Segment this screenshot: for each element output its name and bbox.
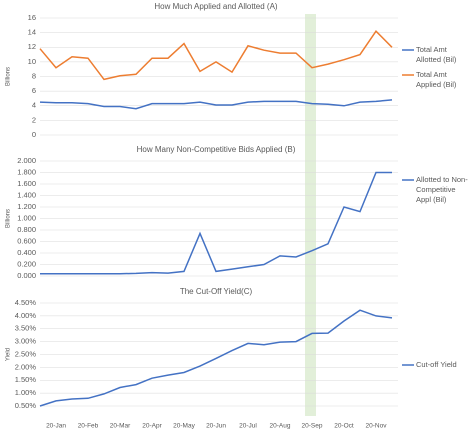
y-tick-label: 0.800 — [17, 225, 36, 234]
y-tick-label: 14 — [28, 28, 36, 37]
x-tick-label: 20-Aug — [270, 423, 291, 430]
y-axis-title: Billions — [6, 67, 12, 86]
y-tick-label: 6 — [32, 86, 36, 95]
y-tick-label: 16 — [28, 13, 36, 22]
y-tick-label: 1.800 — [17, 167, 36, 176]
y-tick-label: 4.00% — [15, 311, 37, 320]
y-tick-label: 1.50% — [15, 375, 37, 384]
y-tick-label: 0.50% — [15, 401, 37, 410]
y-tick-label: 0 — [32, 130, 36, 139]
y-tick-label: 1.000 — [17, 213, 36, 222]
y-tick-label: 1.00% — [15, 388, 37, 397]
y-axis-title: Billions — [6, 209, 12, 228]
y-tick-label: 0.200 — [17, 259, 36, 268]
highlight-band — [305, 14, 316, 416]
y-tick-label: 1.200 — [17, 202, 36, 211]
y-tick-label: 2 — [32, 115, 36, 124]
y-tick-label: 3.00% — [15, 337, 37, 346]
y-tick-label: 2.000 — [17, 156, 36, 165]
legend-label: Cut-off Yield — [416, 360, 457, 369]
x-tick-label: 20-Jun — [206, 423, 226, 430]
y-tick-label: 1.400 — [17, 190, 36, 199]
y-tick-label: 0.400 — [17, 248, 36, 257]
x-tick-label: 20-Sep — [302, 423, 323, 430]
legend-label: Allotted to Non-Competitive Appl (Bil) — [416, 175, 468, 204]
y-tick-label: 4.50% — [15, 298, 37, 307]
line-series — [39, 30, 393, 81]
y-tick-label: 0.000 — [17, 271, 36, 280]
chart-title: The Cut-Off Yield(C) — [180, 287, 253, 296]
x-tick-label: 20-Oct — [334, 423, 354, 430]
x-tick-label: 20-Apr — [142, 423, 162, 430]
y-tick-label: 4 — [32, 101, 36, 110]
y-tick-label: 0.600 — [17, 236, 36, 245]
legend-label: Total Amt Applied (Bil) — [416, 70, 457, 89]
y-tick-label: 10 — [28, 57, 36, 66]
x-tick-label: 20-Jan — [46, 423, 66, 430]
y-tick-label: 1.600 — [17, 179, 36, 188]
x-tick-label: 20-Jul — [239, 423, 257, 430]
line-series — [39, 99, 393, 110]
chart-title: How Many Non-Competitive Bids Applied (B… — [137, 145, 296, 154]
y-tick-label: 2.50% — [15, 349, 37, 358]
x-tick-label: 20-Feb — [78, 423, 99, 430]
x-tick-label: 20-May — [173, 423, 195, 430]
y-tick-label: 2.00% — [15, 362, 37, 371]
y-tick-label: 8 — [32, 71, 36, 80]
line-series — [39, 309, 393, 407]
x-tick-label: 20-Mar — [110, 423, 131, 430]
x-tick-label: 20-Nov — [366, 423, 388, 430]
y-axis-title: Yield — [6, 348, 12, 361]
legend-label: Total Amt Allotted (Bil) — [416, 45, 457, 64]
y-tick-label: 12 — [28, 42, 36, 51]
line-series — [40, 171, 392, 275]
y-tick-label: 3.50% — [15, 324, 37, 333]
chart-title: How Much Applied and Allotted (A) — [154, 2, 278, 11]
